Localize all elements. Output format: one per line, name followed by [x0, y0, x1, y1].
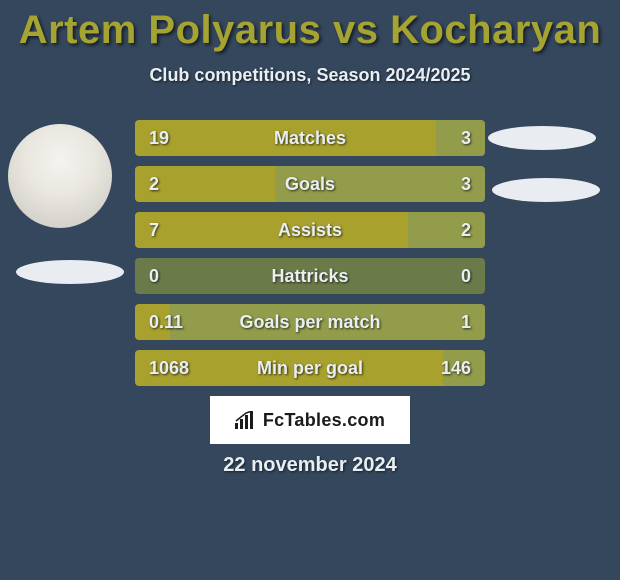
avatar-placeholder — [8, 124, 112, 228]
stat-row: 0Hattricks0 — [135, 258, 485, 294]
stat-value-left: 0 — [135, 266, 193, 287]
stat-label: Hattricks — [193, 266, 427, 287]
stat-label: Assists — [193, 220, 427, 241]
player-left-shadow — [16, 260, 124, 284]
player-right-shadow-b — [492, 178, 600, 202]
stat-row: 0.11Goals per match1 — [135, 304, 485, 340]
stat-value-right: 3 — [427, 128, 485, 149]
branding-badge: FcTables.com — [210, 396, 410, 444]
stat-value-right: 1 — [427, 312, 485, 333]
stat-value-left: 0.11 — [135, 312, 193, 333]
stat-value-right: 146 — [427, 358, 485, 379]
player-right-shadow-a — [488, 126, 596, 150]
stat-label: Matches — [193, 128, 427, 149]
stat-value-right: 2 — [427, 220, 485, 241]
stat-value-left: 7 — [135, 220, 193, 241]
stat-label: Goals per match — [193, 312, 427, 333]
subtitle: Club competitions, Season 2024/2025 — [0, 65, 620, 86]
infographic-canvas: Artem Polyarus vs Kocharyan Club competi… — [0, 0, 620, 580]
stat-value-right: 3 — [427, 174, 485, 195]
stat-value-right: 0 — [427, 266, 485, 287]
stat-row: 19Matches3 — [135, 120, 485, 156]
chart-icon — [235, 411, 257, 429]
stat-row: 1068Min per goal146 — [135, 350, 485, 386]
date-line: 22 november 2024 — [0, 454, 620, 477]
stat-row: 7Assists2 — [135, 212, 485, 248]
stat-row: 2Goals3 — [135, 166, 485, 202]
stat-value-left: 2 — [135, 174, 193, 195]
stat-label: Goals — [193, 174, 427, 195]
player-left-avatar — [8, 124, 112, 228]
page-title: Artem Polyarus vs Kocharyan — [0, 0, 620, 53]
stat-value-left: 1068 — [135, 358, 193, 379]
stats-container: 19Matches32Goals37Assists20Hattricks00.1… — [135, 120, 485, 396]
branding-text: FcTables.com — [263, 410, 385, 431]
stat-value-left: 19 — [135, 128, 193, 149]
stat-label: Min per goal — [193, 358, 427, 379]
